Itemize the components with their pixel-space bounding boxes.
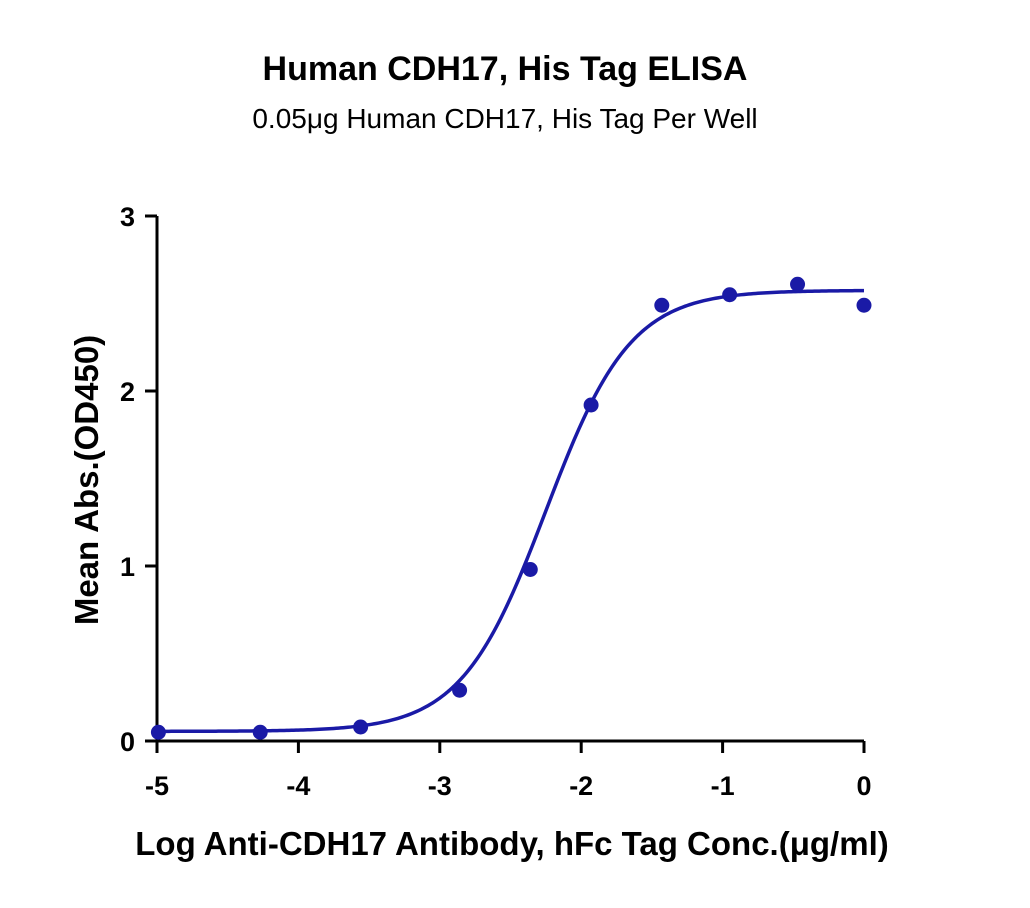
y-tick-label: 1 [120, 552, 135, 582]
data-point [452, 682, 468, 698]
y-axis-title: Mean Abs.(OD450) [68, 335, 105, 625]
x-tick-label: -3 [428, 771, 452, 801]
x-tick-label: -1 [711, 771, 735, 801]
data-point [150, 724, 166, 740]
data-point [790, 276, 806, 292]
x-tick-label: 0 [856, 771, 871, 801]
tick-labels: 0 1 2 3 -5 -4 -3 -2 -1 0 [120, 202, 872, 801]
data-points [150, 276, 872, 740]
x-tick-label: -2 [569, 771, 593, 801]
data-point [252, 724, 268, 740]
data-point [654, 297, 670, 313]
chart-title: Human CDH17, His Tag ELISA [263, 50, 748, 88]
data-point [856, 297, 872, 313]
data-point [722, 287, 738, 303]
fit-curve [157, 288, 865, 734]
data-point [583, 397, 599, 413]
y-tick-label: 3 [120, 202, 135, 232]
y-tick-label: 0 [120, 727, 135, 757]
data-point [522, 562, 538, 577]
chart-subtitle: 0.05μg Human CDH17, His Tag Per Well [252, 103, 757, 134]
x-tick-label: -5 [145, 771, 169, 801]
y-tick-label: 2 [120, 377, 135, 407]
axes [145, 214, 866, 753]
data-point [353, 719, 369, 735]
x-axis-title: Log Anti-CDH17 Antibody, hFc Tag Conc.(μ… [135, 825, 888, 862]
x-tick-label: -4 [286, 771, 310, 801]
